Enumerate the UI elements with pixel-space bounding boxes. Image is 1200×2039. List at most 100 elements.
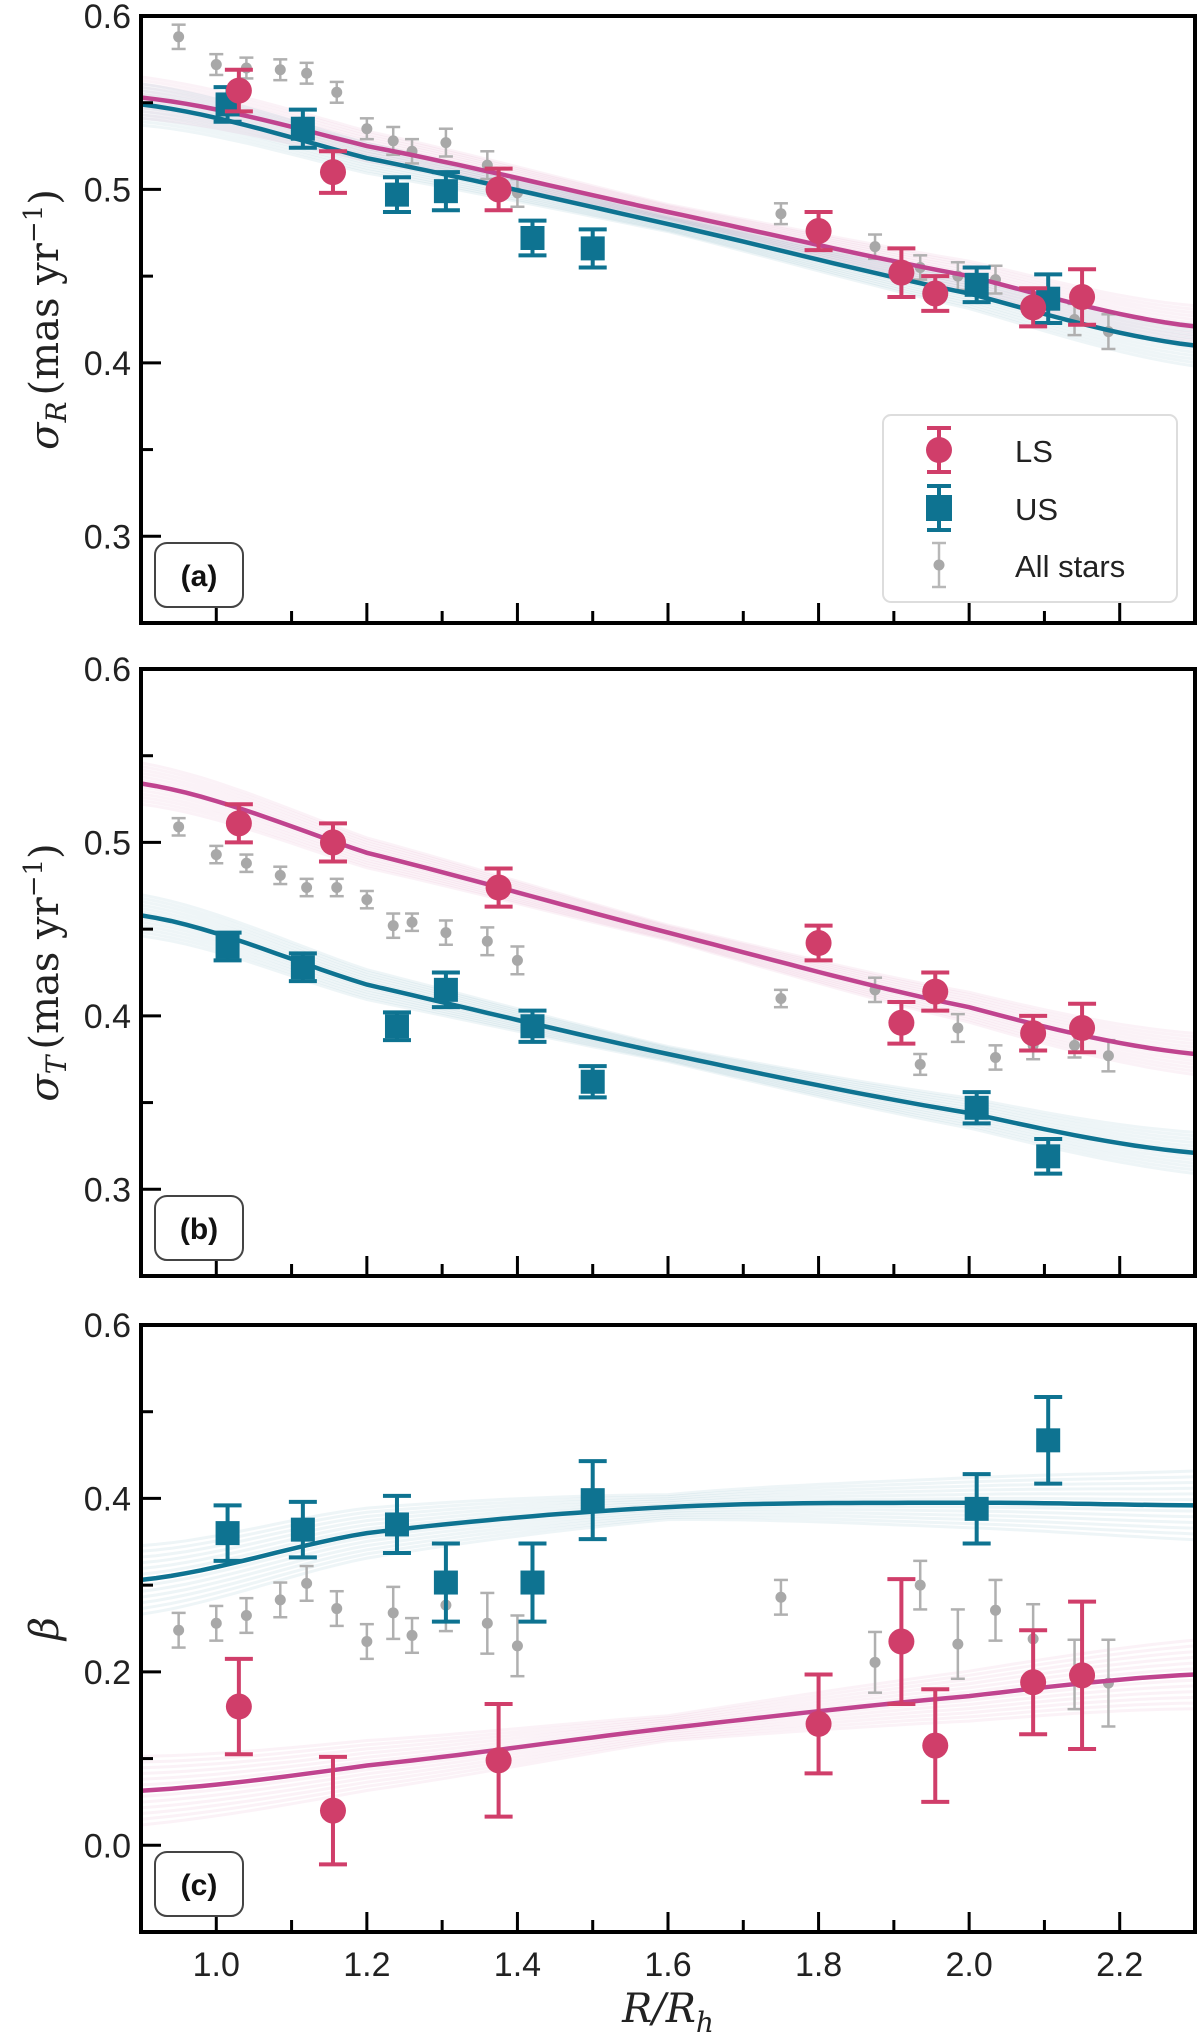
ls-posterior-line	[141, 1644, 1195, 1764]
y-tick-label: 0.6	[84, 651, 131, 689]
us-point	[431, 170, 460, 213]
all-stars-point	[868, 1630, 883, 1694]
x-tick-label: 1.6	[644, 1946, 691, 1984]
panel-label: (c)	[181, 1869, 218, 1902]
all-stars-marker	[952, 1022, 964, 1034]
y-tick-label: 0.0	[84, 1827, 131, 1865]
all-stars-point	[171, 816, 186, 837]
us-posterior-line	[141, 96, 1195, 341]
y-tick-label: 0.4	[84, 998, 131, 1036]
us-point	[578, 1064, 607, 1100]
ls-marker	[485, 176, 512, 203]
all-stars-marker	[989, 1051, 1001, 1063]
all-stars-point	[988, 1578, 1003, 1642]
us-posterior-line	[141, 123, 1195, 368]
us-marker	[433, 179, 458, 204]
panel-label-box	[154, 542, 244, 608]
ls-point	[804, 923, 833, 963]
us-posterior-line	[141, 92, 1195, 337]
ls-posterior-line	[141, 1701, 1195, 1821]
ls-point	[1019, 1013, 1048, 1053]
us-posterior-line	[141, 1486, 1195, 1565]
all-stars-point	[171, 23, 186, 51]
all-stars-marker	[440, 927, 452, 939]
all-stars-marker	[775, 993, 787, 1005]
us-marker	[433, 1570, 458, 1595]
ls-point	[921, 970, 950, 1013]
ls-posterior-line	[141, 771, 1195, 1046]
all-stars-marker	[914, 1579, 926, 1591]
us-point	[288, 107, 317, 150]
ls-posterior-line	[141, 788, 1195, 1063]
all-stars-marker	[274, 1594, 286, 1606]
us-point	[962, 1472, 991, 1546]
ls-marker	[319, 1797, 346, 1824]
all-stars-point	[480, 926, 495, 957]
all-stars-marker	[481, 935, 493, 947]
all-stars-point	[386, 912, 401, 940]
all-stars-point	[359, 117, 374, 141]
all-stars-point	[510, 945, 525, 976]
all-stars-marker	[274, 64, 286, 76]
ls-posterior-line	[141, 78, 1195, 311]
y-tick-label: 0.5	[84, 824, 131, 862]
y-label-symbol: σ	[22, 421, 68, 450]
panel-c: 0.0 0.2 0.4 0.6 1.0 1.2 1.4 1.6 1.8 2.0 2.2 β (c)	[22, 1307, 1197, 1984]
us-posterior-line	[141, 1469, 1195, 1548]
all-stars-point	[299, 1564, 314, 1603]
ls-posterior-line	[141, 75, 1195, 308]
us-point	[578, 1459, 607, 1542]
ls-marker	[922, 978, 949, 1005]
ls-marker	[805, 1710, 832, 1737]
us-marker	[964, 272, 989, 297]
us-marker	[964, 1095, 989, 1120]
all-stars-point	[299, 877, 314, 898]
us-marker	[384, 1014, 409, 1039]
ls-posterior-line	[141, 799, 1195, 1073]
all-stars-marker	[952, 1638, 964, 1650]
panel-label: (a)	[181, 560, 218, 593]
ls-point	[804, 1672, 833, 1776]
us-posterior-line	[141, 1475, 1195, 1553]
y-label-exponent: −1	[19, 205, 49, 243]
ls-posterior-line	[141, 89, 1195, 322]
us-point	[382, 1010, 411, 1043]
ls-marker	[805, 930, 832, 957]
ls-posterior-line	[141, 85, 1195, 318]
legend-ls-marker	[926, 437, 952, 463]
ls-point	[484, 166, 513, 213]
us-point	[431, 970, 460, 1010]
all-stars-point	[913, 1559, 928, 1611]
all-stars-point	[773, 1578, 788, 1616]
x-tick-label: 2.0	[946, 1946, 993, 1984]
y-label-unit: (mas yr	[22, 896, 68, 1049]
all-stars-marker	[775, 1591, 787, 1603]
all-stars-point	[913, 1052, 928, 1077]
all-stars-marker	[387, 920, 399, 932]
us-marker	[384, 182, 409, 207]
us-marker	[1036, 1428, 1061, 1453]
all-stars-marker	[173, 31, 185, 43]
us-posterior-line	[141, 906, 1195, 1148]
us-marker	[520, 225, 545, 250]
legend-item-us: US	[926, 484, 1058, 532]
ls-marker	[485, 1747, 512, 1774]
all-stars-point	[239, 853, 254, 874]
us-posterior-line	[141, 1507, 1195, 1593]
legend-all-stars-marker	[933, 559, 945, 571]
us-point	[288, 951, 317, 984]
all-stars-point	[480, 1591, 495, 1655]
all-stars-marker	[869, 241, 881, 253]
ls-posterior-line	[141, 102, 1195, 335]
all-stars-point	[359, 889, 374, 910]
legend-box	[882, 414, 1178, 603]
y-label-subscript: R	[40, 401, 73, 423]
ls-posterior-line	[141, 764, 1195, 1039]
ls-marker	[922, 1732, 949, 1759]
ls-posterior-line	[141, 1707, 1195, 1827]
y-axis-label: σR (mas yr−1)	[19, 189, 73, 450]
ls-point	[887, 999, 916, 1046]
all-stars-marker	[914, 1058, 926, 1070]
all-stars-marker	[173, 1624, 185, 1636]
ls-posterior-line	[141, 768, 1195, 1042]
